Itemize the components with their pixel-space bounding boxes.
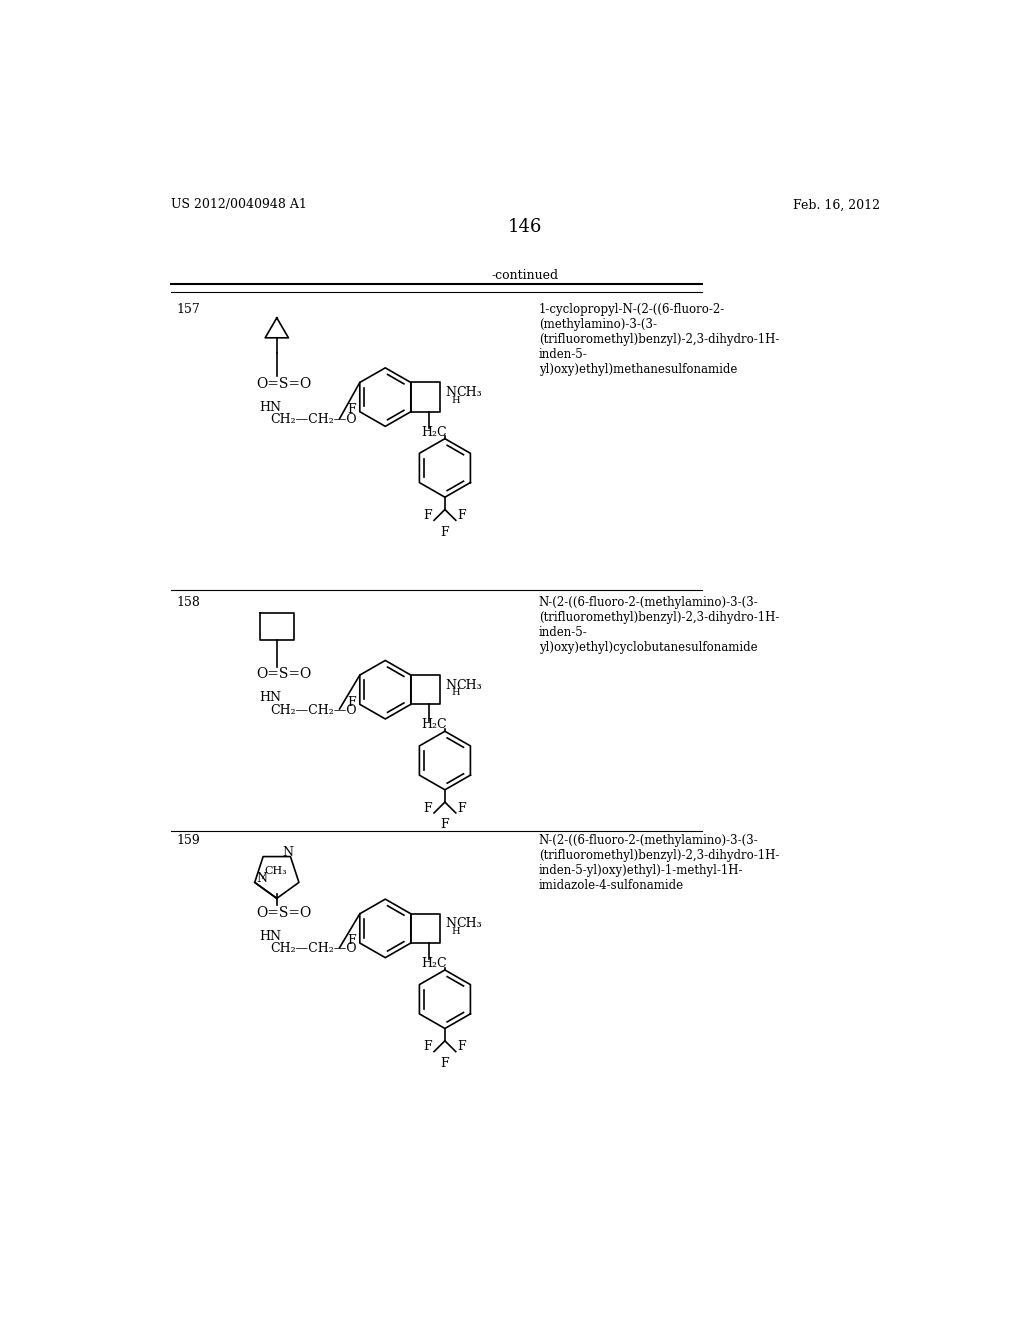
Text: CH₃: CH₃ xyxy=(456,917,481,931)
Text: F: F xyxy=(424,1040,432,1053)
Text: F: F xyxy=(348,403,356,416)
Text: HN: HN xyxy=(260,929,282,942)
Text: N: N xyxy=(445,385,457,399)
Text: N: N xyxy=(256,873,267,884)
Text: N: N xyxy=(445,678,457,692)
Text: HN: HN xyxy=(260,692,282,705)
Text: CH₂—CH₂—O: CH₂—CH₂—O xyxy=(270,704,356,717)
Text: CH₂—CH₂—O: CH₂—CH₂—O xyxy=(270,942,356,956)
Text: HN: HN xyxy=(260,401,282,414)
Text: F: F xyxy=(440,1057,450,1071)
Text: US 2012/0040948 A1: US 2012/0040948 A1 xyxy=(171,198,306,211)
Text: 157: 157 xyxy=(176,304,200,317)
Text: N-(2-((6-fluoro-2-(methylamino)-3-(3-
(trifluoromethyl)benzyl)-2,3-dihydro-1H-
i: N-(2-((6-fluoro-2-(methylamino)-3-(3- (t… xyxy=(539,834,779,892)
Text: CH₃: CH₃ xyxy=(264,866,287,876)
Text: F: F xyxy=(458,510,466,523)
Text: H: H xyxy=(452,688,461,697)
Text: N-(2-((6-fluoro-2-(methylamino)-3-(3-
(trifluoromethyl)benzyl)-2,3-dihydro-1H-
i: N-(2-((6-fluoro-2-(methylamino)-3-(3- (t… xyxy=(539,595,779,653)
Text: F: F xyxy=(458,801,466,814)
Text: H₂C: H₂C xyxy=(422,957,447,970)
Text: F: F xyxy=(348,935,356,948)
Text: CH₃: CH₃ xyxy=(456,385,481,399)
Text: F: F xyxy=(424,510,432,523)
Text: 158: 158 xyxy=(176,595,200,609)
Text: N: N xyxy=(283,846,294,859)
Text: F: F xyxy=(424,801,432,814)
Text: 159: 159 xyxy=(176,834,200,847)
Text: O=S=O: O=S=O xyxy=(256,378,311,391)
Text: O=S=O: O=S=O xyxy=(256,906,311,920)
Text: F: F xyxy=(440,525,450,539)
Text: O=S=O: O=S=O xyxy=(256,668,311,681)
Text: H: H xyxy=(452,927,461,936)
Text: F: F xyxy=(440,818,450,832)
Text: -continued: -continued xyxy=(492,269,558,282)
Text: H: H xyxy=(452,396,461,405)
Text: Feb. 16, 2012: Feb. 16, 2012 xyxy=(793,198,880,211)
Text: N: N xyxy=(445,917,457,931)
Text: F: F xyxy=(458,1040,466,1053)
Text: H₂C: H₂C xyxy=(422,425,447,438)
Text: CH₂—CH₂—O: CH₂—CH₂—O xyxy=(270,413,356,426)
Text: 146: 146 xyxy=(508,218,542,236)
Text: H₂C: H₂C xyxy=(422,718,447,731)
Text: 1-cyclopropyl-N-(2-((6-fluoro-2-
(methylamino)-3-(3-
(trifluoromethyl)benzyl)-2,: 1-cyclopropyl-N-(2-((6-fluoro-2- (methyl… xyxy=(539,304,779,376)
Text: F: F xyxy=(348,696,356,709)
Text: CH₃: CH₃ xyxy=(456,678,481,692)
